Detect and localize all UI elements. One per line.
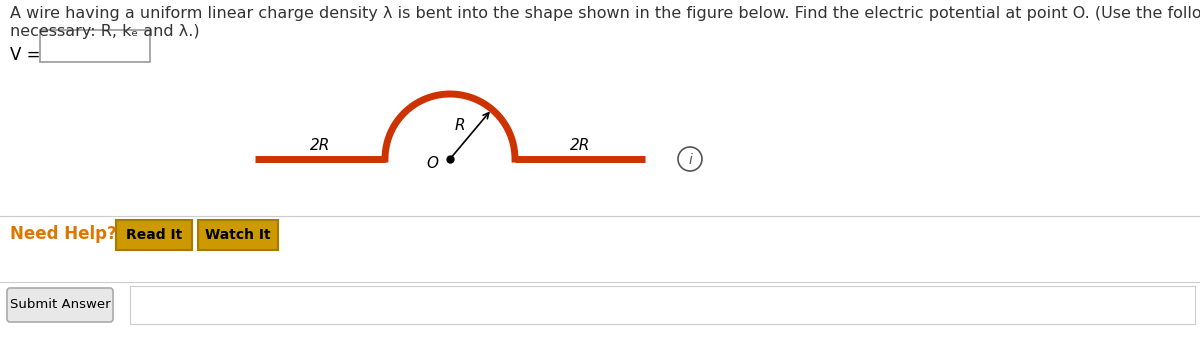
FancyBboxPatch shape — [40, 30, 150, 62]
Text: i: i — [688, 153, 692, 167]
Text: Submit Answer: Submit Answer — [10, 298, 110, 312]
Text: R: R — [455, 118, 466, 133]
Text: Watch It: Watch It — [205, 228, 271, 242]
Text: Read It: Read It — [126, 228, 182, 242]
Text: 2R: 2R — [310, 138, 330, 153]
Text: necessary: R, kₑ and λ.): necessary: R, kₑ and λ.) — [10, 24, 199, 39]
Text: V =: V = — [10, 46, 41, 64]
Text: A wire having a uniform linear charge density λ is bent into the shape shown in : A wire having a uniform linear charge de… — [10, 6, 1200, 21]
Text: 2R: 2R — [570, 138, 590, 153]
FancyBboxPatch shape — [198, 220, 278, 250]
FancyBboxPatch shape — [116, 220, 192, 250]
FancyBboxPatch shape — [7, 288, 113, 322]
FancyBboxPatch shape — [130, 286, 1195, 324]
Text: O: O — [426, 155, 438, 171]
Text: Need Help?: Need Help? — [10, 225, 116, 243]
